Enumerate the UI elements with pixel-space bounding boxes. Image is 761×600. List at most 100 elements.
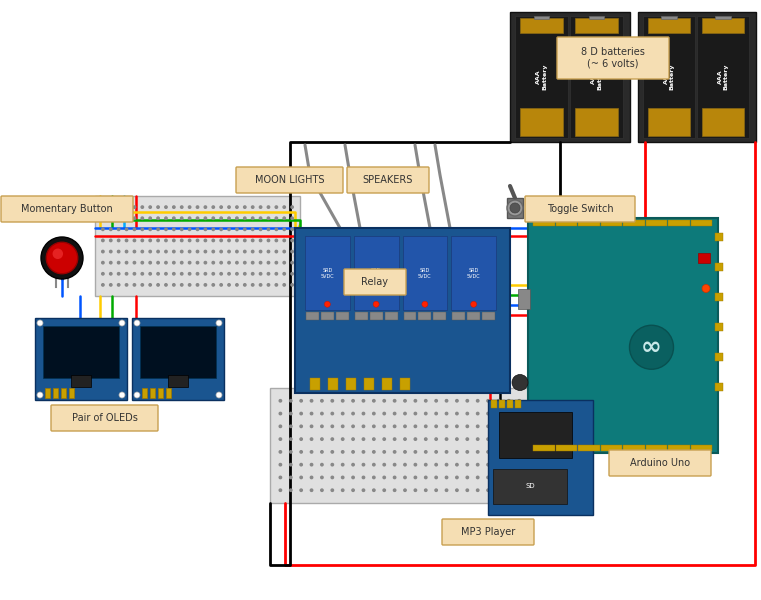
Circle shape <box>362 489 365 491</box>
Circle shape <box>110 206 112 208</box>
Circle shape <box>497 400 500 402</box>
Circle shape <box>279 412 282 415</box>
Circle shape <box>414 438 416 440</box>
Circle shape <box>267 284 269 286</box>
Circle shape <box>383 489 385 491</box>
Circle shape <box>352 425 355 428</box>
Circle shape <box>110 250 112 253</box>
Circle shape <box>102 228 104 230</box>
Circle shape <box>157 228 159 230</box>
Bar <box>45 388 50 398</box>
Circle shape <box>267 228 269 230</box>
Circle shape <box>528 412 531 415</box>
Circle shape <box>180 239 183 242</box>
Circle shape <box>204 250 206 253</box>
Circle shape <box>204 206 206 208</box>
Circle shape <box>508 425 510 428</box>
Circle shape <box>126 250 128 253</box>
Circle shape <box>476 476 479 479</box>
Bar <box>643 16 695 138</box>
FancyBboxPatch shape <box>347 167 429 193</box>
Circle shape <box>300 425 302 428</box>
Bar <box>321 312 334 320</box>
Circle shape <box>260 250 262 253</box>
Circle shape <box>220 262 222 264</box>
Circle shape <box>342 463 344 466</box>
Circle shape <box>180 272 183 275</box>
Circle shape <box>196 228 199 230</box>
Bar <box>61 388 66 398</box>
Circle shape <box>283 262 285 264</box>
Circle shape <box>476 425 479 428</box>
Circle shape <box>320 451 323 453</box>
Circle shape <box>110 217 112 220</box>
Circle shape <box>204 217 206 220</box>
Circle shape <box>165 239 167 242</box>
Circle shape <box>196 206 199 208</box>
Circle shape <box>251 262 254 264</box>
Bar <box>715 323 723 331</box>
Circle shape <box>476 400 479 402</box>
Text: SRD
5VDC: SRD 5VDC <box>369 268 383 278</box>
Circle shape <box>702 284 710 292</box>
Circle shape <box>244 250 246 253</box>
Circle shape <box>149 228 151 230</box>
Bar <box>355 312 368 320</box>
Bar <box>533 445 555 451</box>
Circle shape <box>141 239 144 242</box>
Circle shape <box>435 489 438 491</box>
Circle shape <box>275 284 278 286</box>
Circle shape <box>456 463 458 466</box>
Circle shape <box>435 463 438 466</box>
Circle shape <box>291 228 293 230</box>
Circle shape <box>404 451 406 453</box>
Circle shape <box>331 476 333 479</box>
Bar <box>668 220 689 226</box>
Circle shape <box>236 250 238 253</box>
Bar <box>498 412 572 457</box>
Circle shape <box>157 284 159 286</box>
Circle shape <box>456 451 458 453</box>
Circle shape <box>216 320 222 326</box>
Circle shape <box>102 284 104 286</box>
FancyBboxPatch shape <box>557 37 669 79</box>
Circle shape <box>173 272 175 275</box>
Circle shape <box>466 438 469 440</box>
Circle shape <box>476 451 479 453</box>
Circle shape <box>212 217 215 220</box>
Text: AAA
Battery: AAA Battery <box>664 64 674 90</box>
Circle shape <box>126 206 128 208</box>
Circle shape <box>180 262 183 264</box>
Bar <box>578 220 600 226</box>
Circle shape <box>279 476 282 479</box>
Circle shape <box>157 217 159 220</box>
Circle shape <box>251 217 254 220</box>
Circle shape <box>134 320 140 326</box>
Circle shape <box>508 463 510 466</box>
Circle shape <box>414 425 416 428</box>
Bar <box>507 400 513 408</box>
Circle shape <box>445 476 447 479</box>
Circle shape <box>133 272 135 275</box>
Circle shape <box>629 325 673 369</box>
Circle shape <box>110 272 112 275</box>
Circle shape <box>324 301 330 307</box>
Circle shape <box>212 284 215 286</box>
Circle shape <box>352 451 355 453</box>
Bar <box>364 378 374 390</box>
Bar <box>510 12 630 142</box>
Circle shape <box>133 262 135 264</box>
Circle shape <box>110 239 112 242</box>
Circle shape <box>331 400 333 402</box>
Circle shape <box>487 425 489 428</box>
Text: SRD
5VDC: SRD 5VDC <box>466 268 480 278</box>
Circle shape <box>236 217 238 220</box>
Circle shape <box>497 463 500 466</box>
Circle shape <box>149 206 151 208</box>
Circle shape <box>373 301 379 307</box>
Circle shape <box>260 228 262 230</box>
Bar <box>166 388 171 398</box>
Circle shape <box>110 262 112 264</box>
Circle shape <box>518 476 521 479</box>
Circle shape <box>310 438 313 440</box>
